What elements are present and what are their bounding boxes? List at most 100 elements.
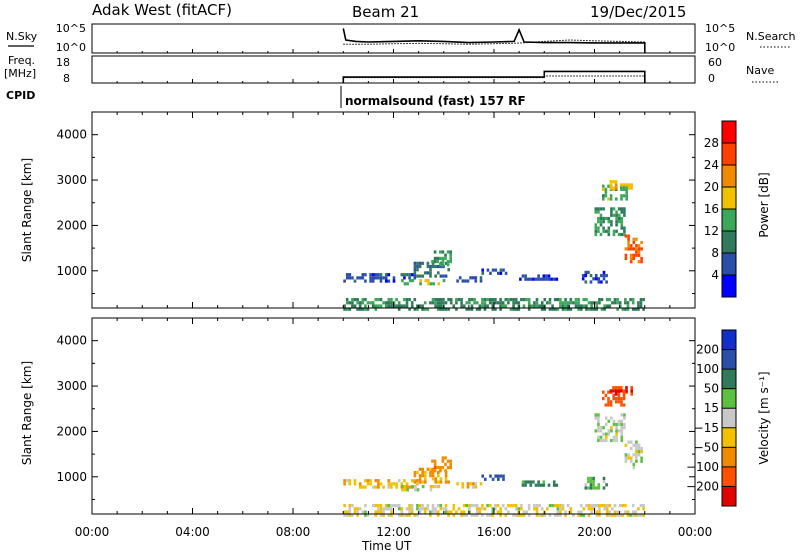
data-cell — [592, 486, 595, 490]
data-cell — [514, 513, 518, 517]
data-cell — [377, 276, 380, 280]
data-cell — [410, 510, 414, 514]
data-cell — [431, 510, 435, 514]
data-cell — [597, 413, 600, 417]
data-cell — [436, 304, 440, 308]
data-cell — [504, 507, 508, 511]
velocity-colorbar-tick-label: 200 — [696, 343, 719, 357]
data-cell — [366, 479, 370, 483]
data-cell — [499, 510, 502, 514]
data-cell — [410, 479, 414, 483]
noise-panel: 10^5 10^0 10^5 10^0 N.Sky N.Search — [6, 22, 796, 54]
data-cell — [431, 298, 435, 302]
data-cell — [547, 274, 551, 278]
data-cell — [540, 301, 544, 305]
data-cell — [488, 513, 492, 517]
data-cell — [602, 397, 605, 401]
data-cell — [379, 276, 383, 280]
data-cell — [379, 279, 383, 283]
data-cell — [431, 470, 435, 475]
data-cell — [418, 504, 422, 508]
data-cell — [594, 232, 598, 237]
data-cell — [595, 510, 599, 514]
data-cell — [405, 301, 409, 305]
data-cell — [599, 220, 603, 224]
data-cell — [529, 483, 533, 487]
data-cell — [582, 507, 586, 511]
data-cell — [410, 507, 414, 511]
data-cell — [623, 426, 626, 430]
data-cell — [353, 507, 357, 511]
data-cell — [604, 191, 608, 195]
power-colorbar-swatch — [722, 253, 736, 275]
data-cell — [424, 470, 427, 475]
data-cell — [452, 504, 456, 508]
data-cell — [366, 301, 370, 305]
data-cell — [462, 513, 466, 517]
data-cell — [537, 274, 540, 278]
data-cell — [351, 276, 354, 280]
data-cell — [607, 429, 611, 433]
data-cell — [458, 276, 462, 280]
data-cell — [612, 397, 615, 401]
data-cell — [552, 277, 556, 281]
data-cell — [637, 244, 641, 248]
data-cell — [577, 298, 580, 302]
data-cell — [387, 513, 391, 517]
data-cell — [377, 298, 380, 302]
data-cell — [401, 279, 404, 283]
data-cell — [635, 459, 638, 463]
data-cell — [632, 237, 636, 241]
data-cell — [559, 301, 562, 305]
data-cell — [629, 459, 633, 463]
data-cell — [615, 432, 618, 436]
data-cell — [622, 194, 626, 198]
data-cell — [390, 504, 393, 508]
data-cell — [553, 307, 557, 311]
data-cell — [520, 504, 523, 508]
data-cell — [418, 467, 422, 471]
data-cell — [416, 274, 419, 278]
power-colorbar-swatch — [722, 187, 736, 209]
data-cell — [416, 482, 419, 486]
data-cell — [374, 276, 378, 280]
data-cell — [597, 416, 600, 420]
data-cell — [529, 277, 533, 281]
data-cell — [387, 298, 391, 302]
data-cell — [403, 298, 406, 302]
data-cell — [429, 513, 432, 517]
data-cell — [617, 207, 621, 211]
data-cell — [603, 307, 606, 311]
data-cell — [538, 504, 541, 508]
data-cell — [629, 440, 633, 444]
data-cell — [418, 274, 422, 278]
data-cell — [509, 298, 513, 302]
data-cell — [589, 476, 593, 480]
data-cell — [512, 298, 515, 302]
power-colorbar-tick-label: 24 — [704, 158, 719, 172]
data-cell — [598, 298, 601, 302]
data-cell — [392, 482, 396, 486]
data-cell — [614, 389, 618, 393]
data-cell — [449, 298, 453, 302]
data-cell — [597, 207, 600, 211]
data-cell — [597, 226, 600, 230]
data-cell — [569, 507, 573, 511]
data-cell — [474, 279, 478, 283]
data-cell — [577, 304, 580, 308]
data-cell — [579, 513, 583, 517]
data-cell — [631, 504, 635, 508]
data-cell — [494, 268, 497, 272]
data-cell — [622, 389, 626, 393]
data-cell — [364, 504, 367, 508]
data-cell — [494, 301, 497, 305]
data-cell — [548, 513, 552, 517]
data-cell — [597, 438, 600, 443]
data-cell — [434, 304, 437, 308]
data-cell — [431, 260, 434, 264]
data-cell — [612, 180, 615, 184]
data-cell — [447, 298, 450, 302]
data-cell — [617, 386, 620, 390]
data-cell — [626, 301, 630, 305]
data-cell — [424, 279, 428, 283]
